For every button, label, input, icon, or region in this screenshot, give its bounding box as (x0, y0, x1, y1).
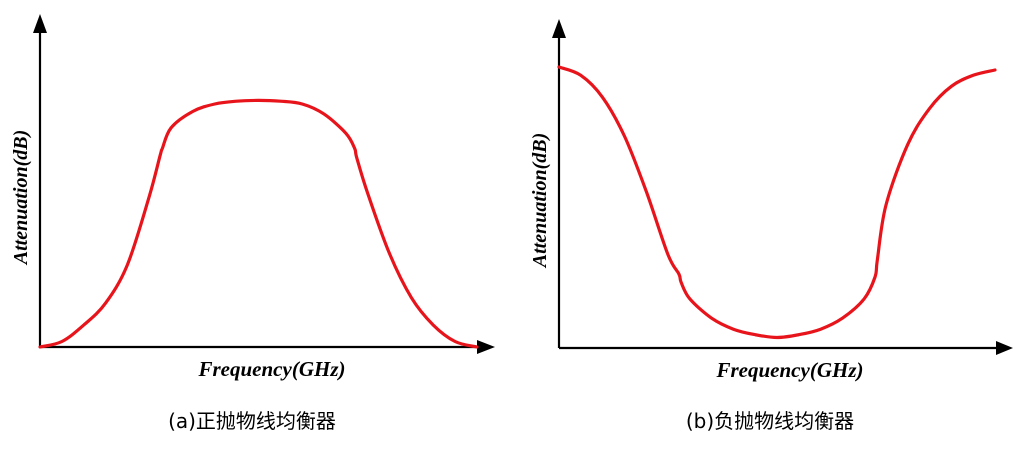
chart-a: Frequency(GHz) Attenuation(dB) (a)正抛物线均衡… (10, 14, 495, 433)
chart-caption: (a)正抛物线均衡器 (168, 409, 336, 433)
series-line (557, 65, 997, 340)
x-axis-arrow (477, 340, 495, 354)
chart-caption: (b)负抛物线均衡器 (686, 409, 854, 433)
chart-b: Frequency(GHz) Attenuation(dB) (b)负抛物线均衡… (529, 19, 1013, 433)
x-axis-arrow (996, 341, 1013, 355)
y-axis-label: Attenuation(dB) (529, 133, 551, 269)
y-axis-label: Attenuation(dB) (10, 130, 32, 266)
series-line (38, 98, 479, 349)
x-axis-label: Frequency(GHz) (716, 358, 864, 382)
y-axis-arrow (33, 14, 47, 33)
y-axis-arrow (552, 19, 566, 38)
x-axis-label: Frequency(GHz) (198, 357, 346, 381)
